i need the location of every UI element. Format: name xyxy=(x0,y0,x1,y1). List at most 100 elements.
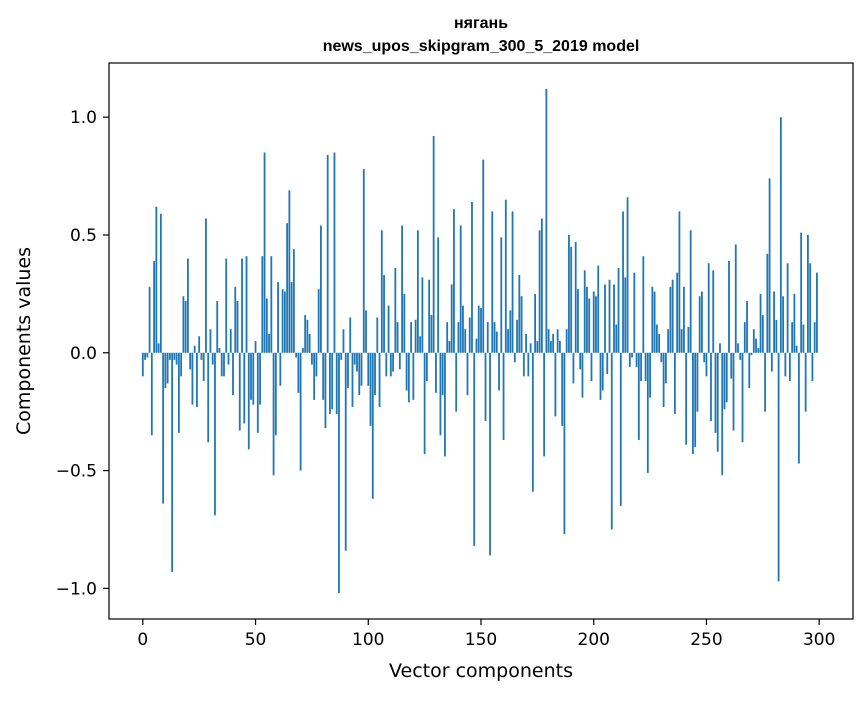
bar-18 xyxy=(183,296,185,353)
bar-255 xyxy=(717,353,719,452)
bar-286 xyxy=(787,263,789,353)
bar-68 xyxy=(295,353,297,358)
bar-299 xyxy=(816,273,818,353)
bar-278 xyxy=(769,178,771,352)
bar-120 xyxy=(412,353,414,400)
bar-174 xyxy=(534,294,536,353)
bar-84 xyxy=(331,353,333,410)
bar-228 xyxy=(656,325,658,353)
bar-86 xyxy=(336,353,338,414)
bar-295 xyxy=(807,235,809,353)
bar-11 xyxy=(167,353,169,384)
bar-260 xyxy=(728,261,730,353)
bar-171 xyxy=(527,353,529,377)
bar-136 xyxy=(449,341,451,353)
bar-66 xyxy=(291,282,293,353)
bar-277 xyxy=(766,254,768,353)
bar-273 xyxy=(757,348,759,353)
bar-297 xyxy=(812,353,814,381)
bar-166 xyxy=(516,320,518,353)
bar-198 xyxy=(588,299,590,353)
bar-237 xyxy=(676,273,678,353)
bar-96 xyxy=(358,353,360,395)
bar-125 xyxy=(424,353,426,454)
bar-256 xyxy=(719,343,721,352)
bar-117 xyxy=(406,353,408,391)
bar-262 xyxy=(733,353,735,431)
bar-229 xyxy=(658,334,660,353)
bar-39 xyxy=(230,329,232,353)
x-tick-label: 50 xyxy=(245,630,267,650)
bar-44 xyxy=(241,259,243,353)
bar-197 xyxy=(586,287,588,353)
x-tick-label: 300 xyxy=(803,630,835,650)
y-tick-label: −1.0 xyxy=(56,579,97,599)
bar-12 xyxy=(169,353,171,360)
bar-296 xyxy=(809,263,811,353)
bar-251 xyxy=(708,263,710,353)
bar-77 xyxy=(316,353,318,377)
bar-134 xyxy=(444,353,446,457)
bar-31 xyxy=(212,353,214,365)
bar-109 xyxy=(388,306,390,353)
y-tick-label: 0.0 xyxy=(70,344,97,364)
bar-15 xyxy=(176,353,178,365)
bar-132 xyxy=(440,353,442,435)
bar-112 xyxy=(394,268,396,353)
bar-289 xyxy=(793,294,795,353)
bar-294 xyxy=(805,353,807,412)
bar-75 xyxy=(311,353,313,365)
bar-272 xyxy=(755,339,757,353)
bar-94 xyxy=(354,353,356,365)
bar-159 xyxy=(500,237,502,352)
bar-97 xyxy=(361,353,363,386)
bar-238 xyxy=(679,211,681,352)
bar-162 xyxy=(507,329,509,353)
bar-108 xyxy=(385,353,387,377)
bar-7 xyxy=(158,343,160,352)
bar-225 xyxy=(649,353,651,398)
bar-169 xyxy=(523,353,525,377)
bar-207 xyxy=(609,280,611,353)
bar-133 xyxy=(442,353,444,395)
bar-290 xyxy=(796,346,798,353)
bar-192 xyxy=(575,242,577,353)
chart-title-line2: news_upos_skipgram_300_5_2019 model xyxy=(323,38,640,55)
bar-70 xyxy=(300,353,302,471)
chart-title-line1: нягань xyxy=(454,15,508,32)
bar-156 xyxy=(494,322,496,353)
bar-163 xyxy=(509,310,511,352)
bar-287 xyxy=(789,353,791,381)
bar-0 xyxy=(142,353,144,377)
bar-187 xyxy=(564,353,566,534)
bar-56 xyxy=(268,334,270,353)
bar-210 xyxy=(615,325,617,353)
bar-144 xyxy=(467,353,469,395)
bar-293 xyxy=(803,325,805,353)
bar-188 xyxy=(566,329,568,353)
bar-105 xyxy=(379,353,381,407)
bar-51 xyxy=(257,353,259,433)
bar-29 xyxy=(207,353,209,443)
bar-91 xyxy=(347,353,349,388)
bar-200 xyxy=(593,292,595,353)
bar-161 xyxy=(505,200,507,353)
bar-102 xyxy=(372,353,374,499)
bar-211 xyxy=(618,268,620,353)
bar-223 xyxy=(645,353,647,381)
bar-61 xyxy=(279,353,281,386)
bar-138 xyxy=(453,209,455,353)
bar-148 xyxy=(476,339,478,353)
bar-135 xyxy=(446,322,448,353)
bar-270 xyxy=(751,353,753,355)
bar-45 xyxy=(243,353,245,424)
bar-257 xyxy=(721,353,723,476)
bar-189 xyxy=(568,235,570,353)
bar-232 xyxy=(665,353,667,384)
bar-142 xyxy=(462,306,464,353)
x-tick-label: 100 xyxy=(352,630,384,650)
bar-54 xyxy=(264,153,266,353)
bar-100 xyxy=(367,353,369,386)
bar-3 xyxy=(149,287,151,353)
bar-234 xyxy=(669,287,671,353)
